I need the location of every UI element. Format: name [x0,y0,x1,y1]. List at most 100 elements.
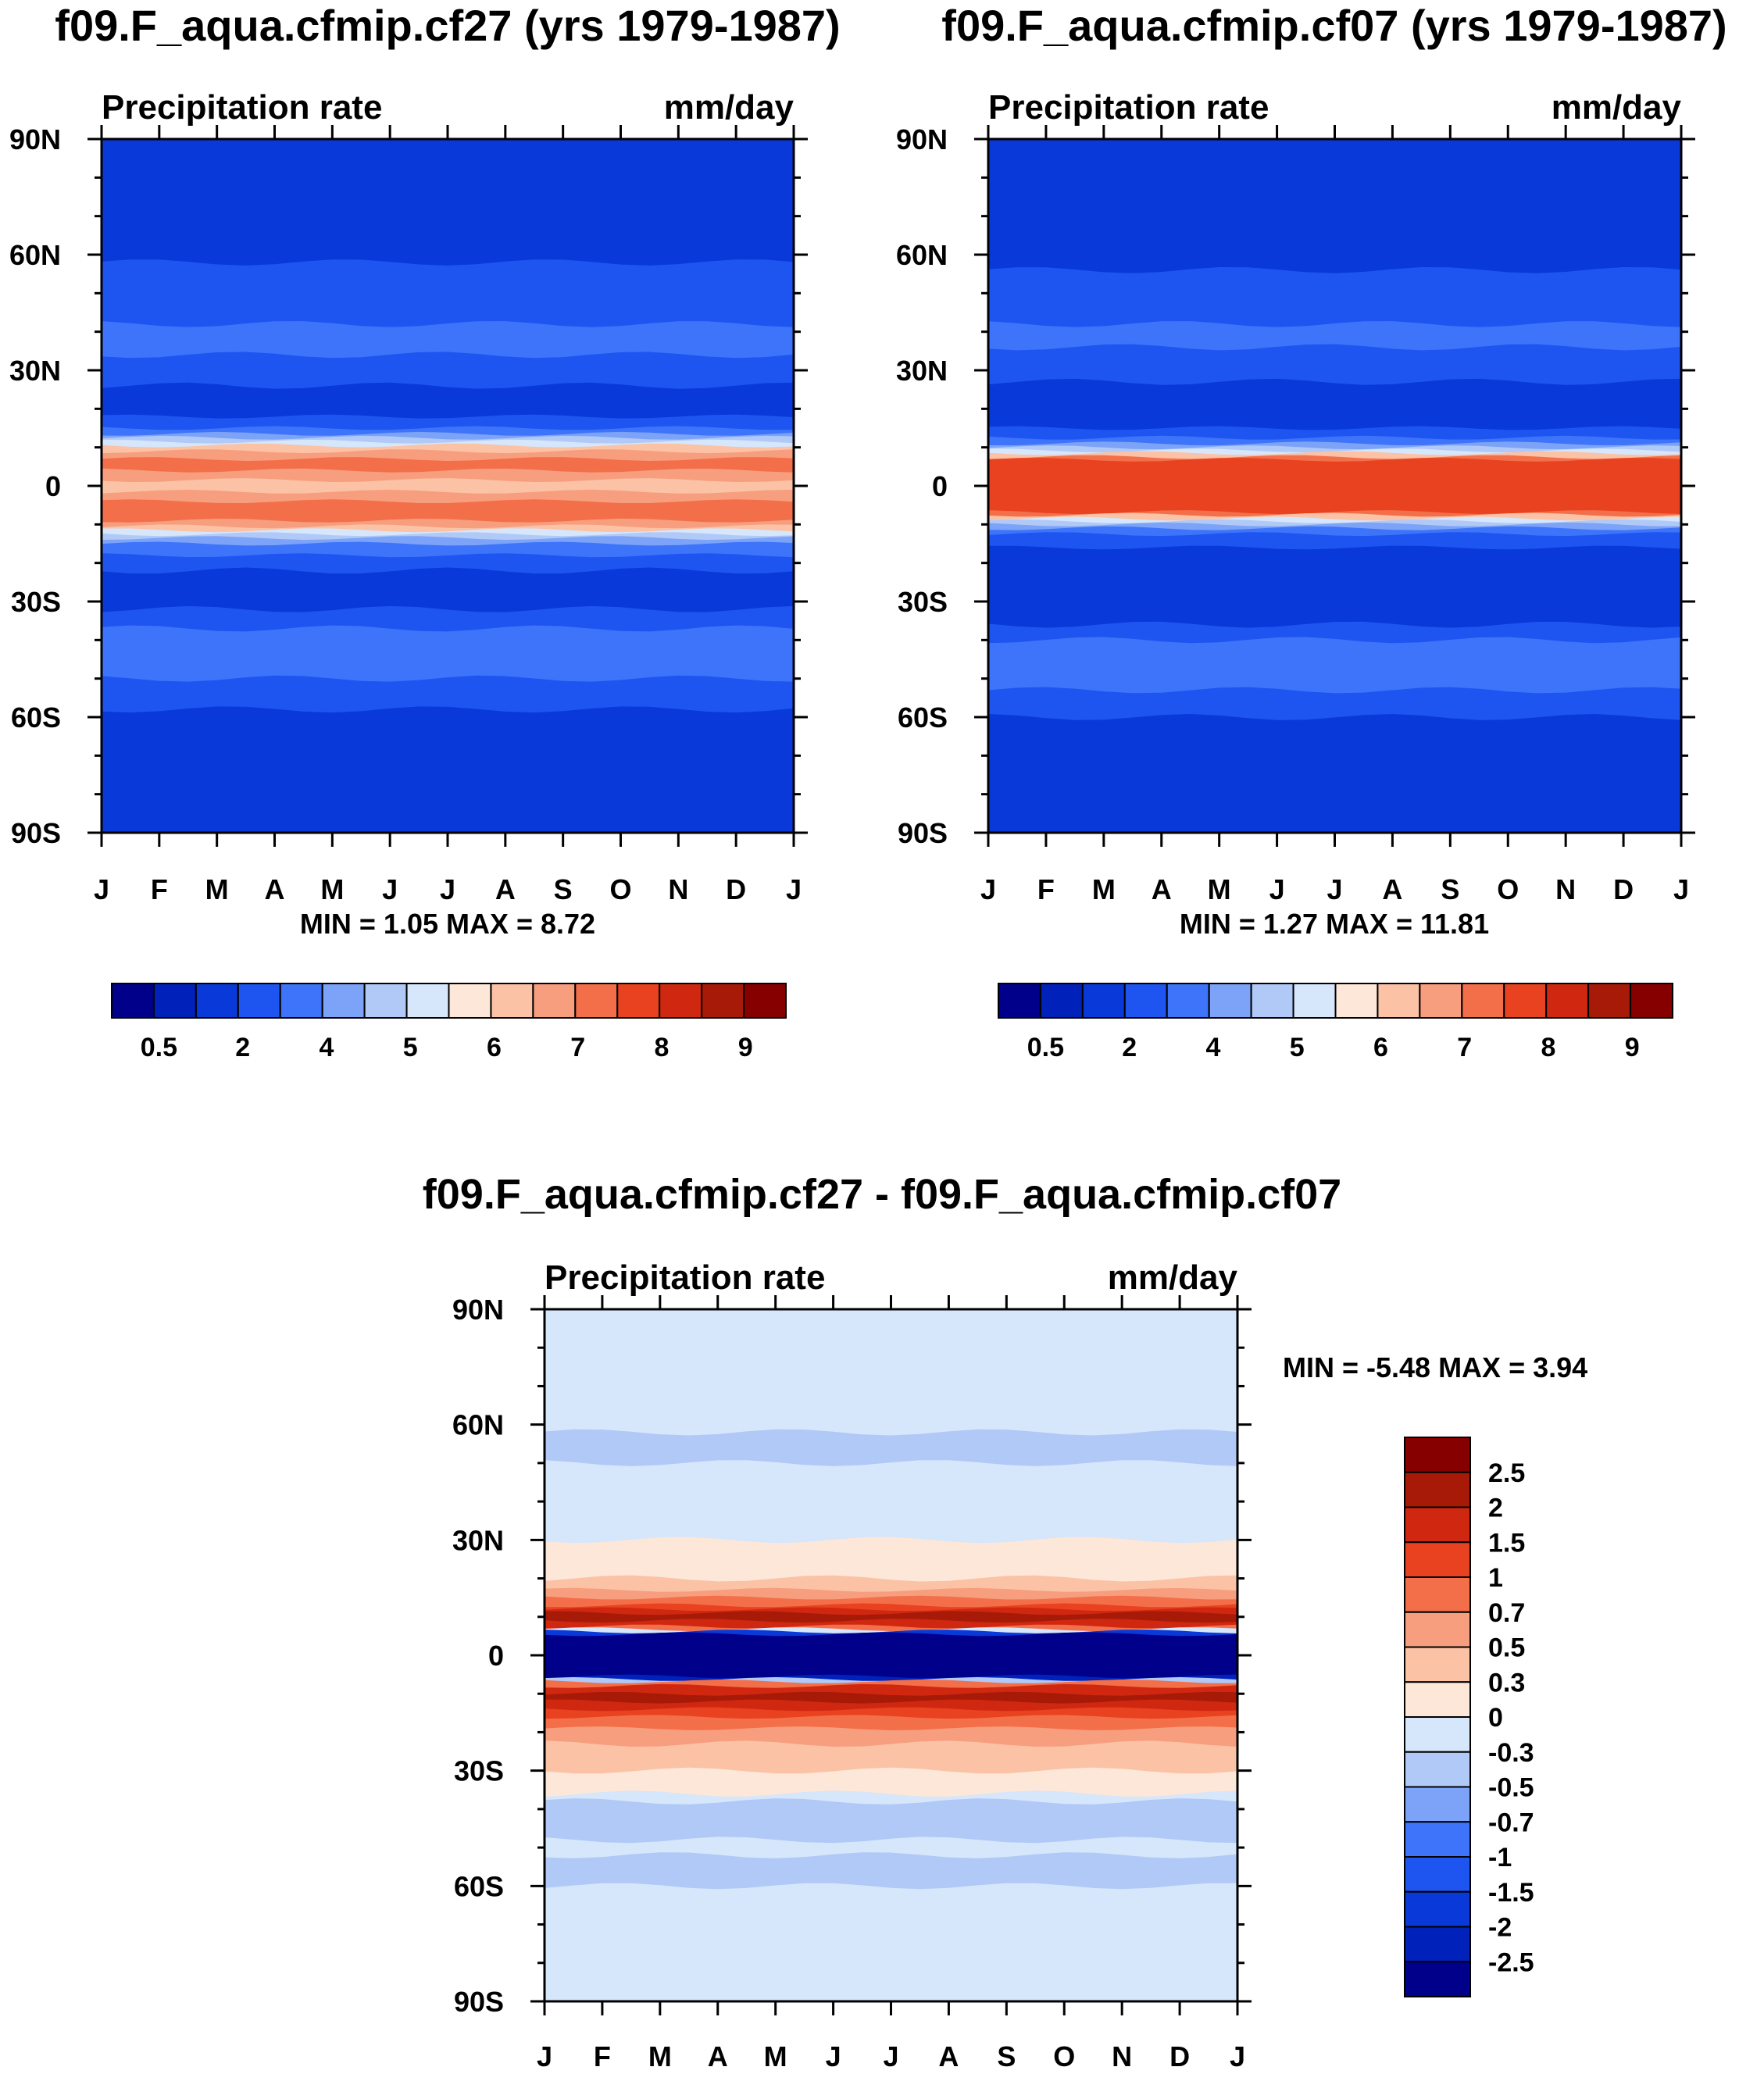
y-tick-label: 30S [11,586,61,618]
colorbar: 0.5 2 4 5 6 7 8 9 [998,983,1673,1062]
colorbar-box [1404,1576,1471,1613]
units-label: mm/day [664,88,795,127]
colorbar-label: 7 [1457,1033,1472,1062]
x-tick-label: J [1269,873,1285,905]
min-max-label: MIN = -5.48 MAX = 3.94 [1283,1351,1587,1383]
y-tick-label: 60N [9,239,61,271]
x-tick-label: A [1152,873,1172,905]
colorbar-label: -2.5 [1488,1947,1534,1977]
colorbar-label: 9 [1625,1033,1640,1062]
y-tick-label: 60S [898,701,948,734]
colorbar-box [111,983,155,1019]
colorbar-box [1404,1821,1471,1858]
colorbar-box [1039,983,1084,1019]
x-tick-label: S [997,2040,1016,2072]
colorbar-box [1404,1611,1471,1648]
colorbar-box [1081,983,1126,1019]
colorbar-label: 7 [570,1033,585,1062]
colorbar: 0.5 2 4 5 6 7 8 9 [111,983,787,1062]
colorbar-label: 0.7 [1488,1598,1525,1628]
y-tick-label: 30N [452,1524,504,1556]
x-tick-label: F [151,873,168,905]
x-tick-label: M [764,2040,787,2072]
x-tick-label: M [1092,873,1116,905]
colorbar-box [195,983,239,1019]
x-tick-label: J [826,2040,841,2072]
colorbar-box [743,983,787,1019]
x-tick-label: J [786,873,802,905]
x-tick-label: A [938,2040,959,2072]
colorbar-box [237,983,281,1019]
x-tick-label: F [594,2040,611,2072]
x-tick-label: J [382,873,398,905]
x-tick-label: S [554,873,573,905]
min-max-label: MIN = 1.05 MAX = 8.72 [300,908,595,940]
x-tick-label: N [1555,873,1576,905]
colorbar-box [1292,983,1337,1019]
x-tick-label: A [265,873,285,905]
colorbar-box [1404,1541,1471,1578]
colorbar-box [1630,983,1673,1019]
colorbar-box [490,983,534,1019]
colorbar-box [574,983,619,1019]
y-tick-label: 60N [896,239,948,271]
colorbar-box [1404,1506,1471,1544]
colorbar-label: 0.5 [1488,1633,1525,1663]
colorbar-box [1404,1646,1471,1683]
x-tick-label: J [94,873,109,905]
variable-label: Precipitation rate [988,88,1269,127]
panel-2: f09.F_aqua.cfmip.cf07 (yrs 1979-1987) Pre… [896,1,1727,1062]
units-label: mm/day [1552,88,1682,127]
y-tick-label: 90S [454,1986,504,2018]
colorbar-box [1404,1926,1471,1963]
plot-title: f09.F_aqua.cfmip.cf07 (yrs 1979-1987) [941,1,1727,50]
colorbar-label: 2.5 [1488,1458,1525,1488]
x-tick-label: J [883,2040,898,2072]
units-label: mm/day [1108,1258,1238,1297]
colorbar-box [1404,1786,1471,1823]
colorbar-label: 2 [1122,1033,1137,1062]
colorbar-box [1404,1471,1471,1508]
colorbar-box [1461,983,1505,1019]
x-tick-label: M [648,2040,672,2072]
variable-label: Precipitation rate [102,88,382,127]
colorbar-box [1334,983,1379,1019]
colorbar-box [1208,983,1252,1019]
panel-1: f09.F_aqua.cfmip.cf27 (yrs 1979-1987) Pre… [9,1,841,1062]
x-tick-label: M [1208,873,1231,905]
y-tick-label: 60S [11,701,61,734]
colorbar-label: 2 [235,1033,250,1062]
x-tick-label: N [668,873,688,905]
x-tick-label: J [980,873,996,905]
colorbar-label: 8 [1541,1033,1556,1062]
contour-band [545,1883,1237,2001]
contour-bands [102,139,794,833]
y-tick-label: 0 [488,1640,504,1672]
colorbar-label: -0.3 [1488,1738,1534,1768]
colorbar-box [321,983,366,1019]
x-tick-label: D [726,873,746,905]
colorbar: 2.5 2 1.5 1 0.7 0.5 0.3 0 -0.3 -0.5 -0.7 -1 -1.5 -2 -2… [1404,1437,1534,1997]
colorbar-box [1250,983,1294,1019]
colorbar-label: 6 [487,1033,502,1062]
colorbar-box [1404,1681,1471,1718]
contour-band [102,706,794,833]
colorbar-box [279,983,323,1019]
contour-band [988,714,1681,833]
contour-bands [988,139,1681,833]
x-tick-label: F [1037,873,1055,905]
x-tick-label: M [205,873,229,905]
y-tick-label: 0 [45,470,61,502]
y-tick-label: 90N [896,123,948,155]
colorbar-box [405,983,450,1019]
colorbar-label: 0 [1488,1703,1503,1733]
colorbar-box [448,983,492,1019]
y-tick-label: 90N [9,123,61,155]
colorbar-box [1545,983,1590,1019]
colorbar-label: 9 [738,1033,753,1062]
colorbar-label: 1 [1488,1563,1503,1593]
x-tick-label: O [1053,2040,1075,2072]
colorbar-box [659,983,703,1019]
colorbar-label: 0.5 [141,1033,177,1062]
plot-title: f09.F_aqua.cfmip.cf27 - f09.F_aqua.cfmip… [423,1171,1341,1218]
